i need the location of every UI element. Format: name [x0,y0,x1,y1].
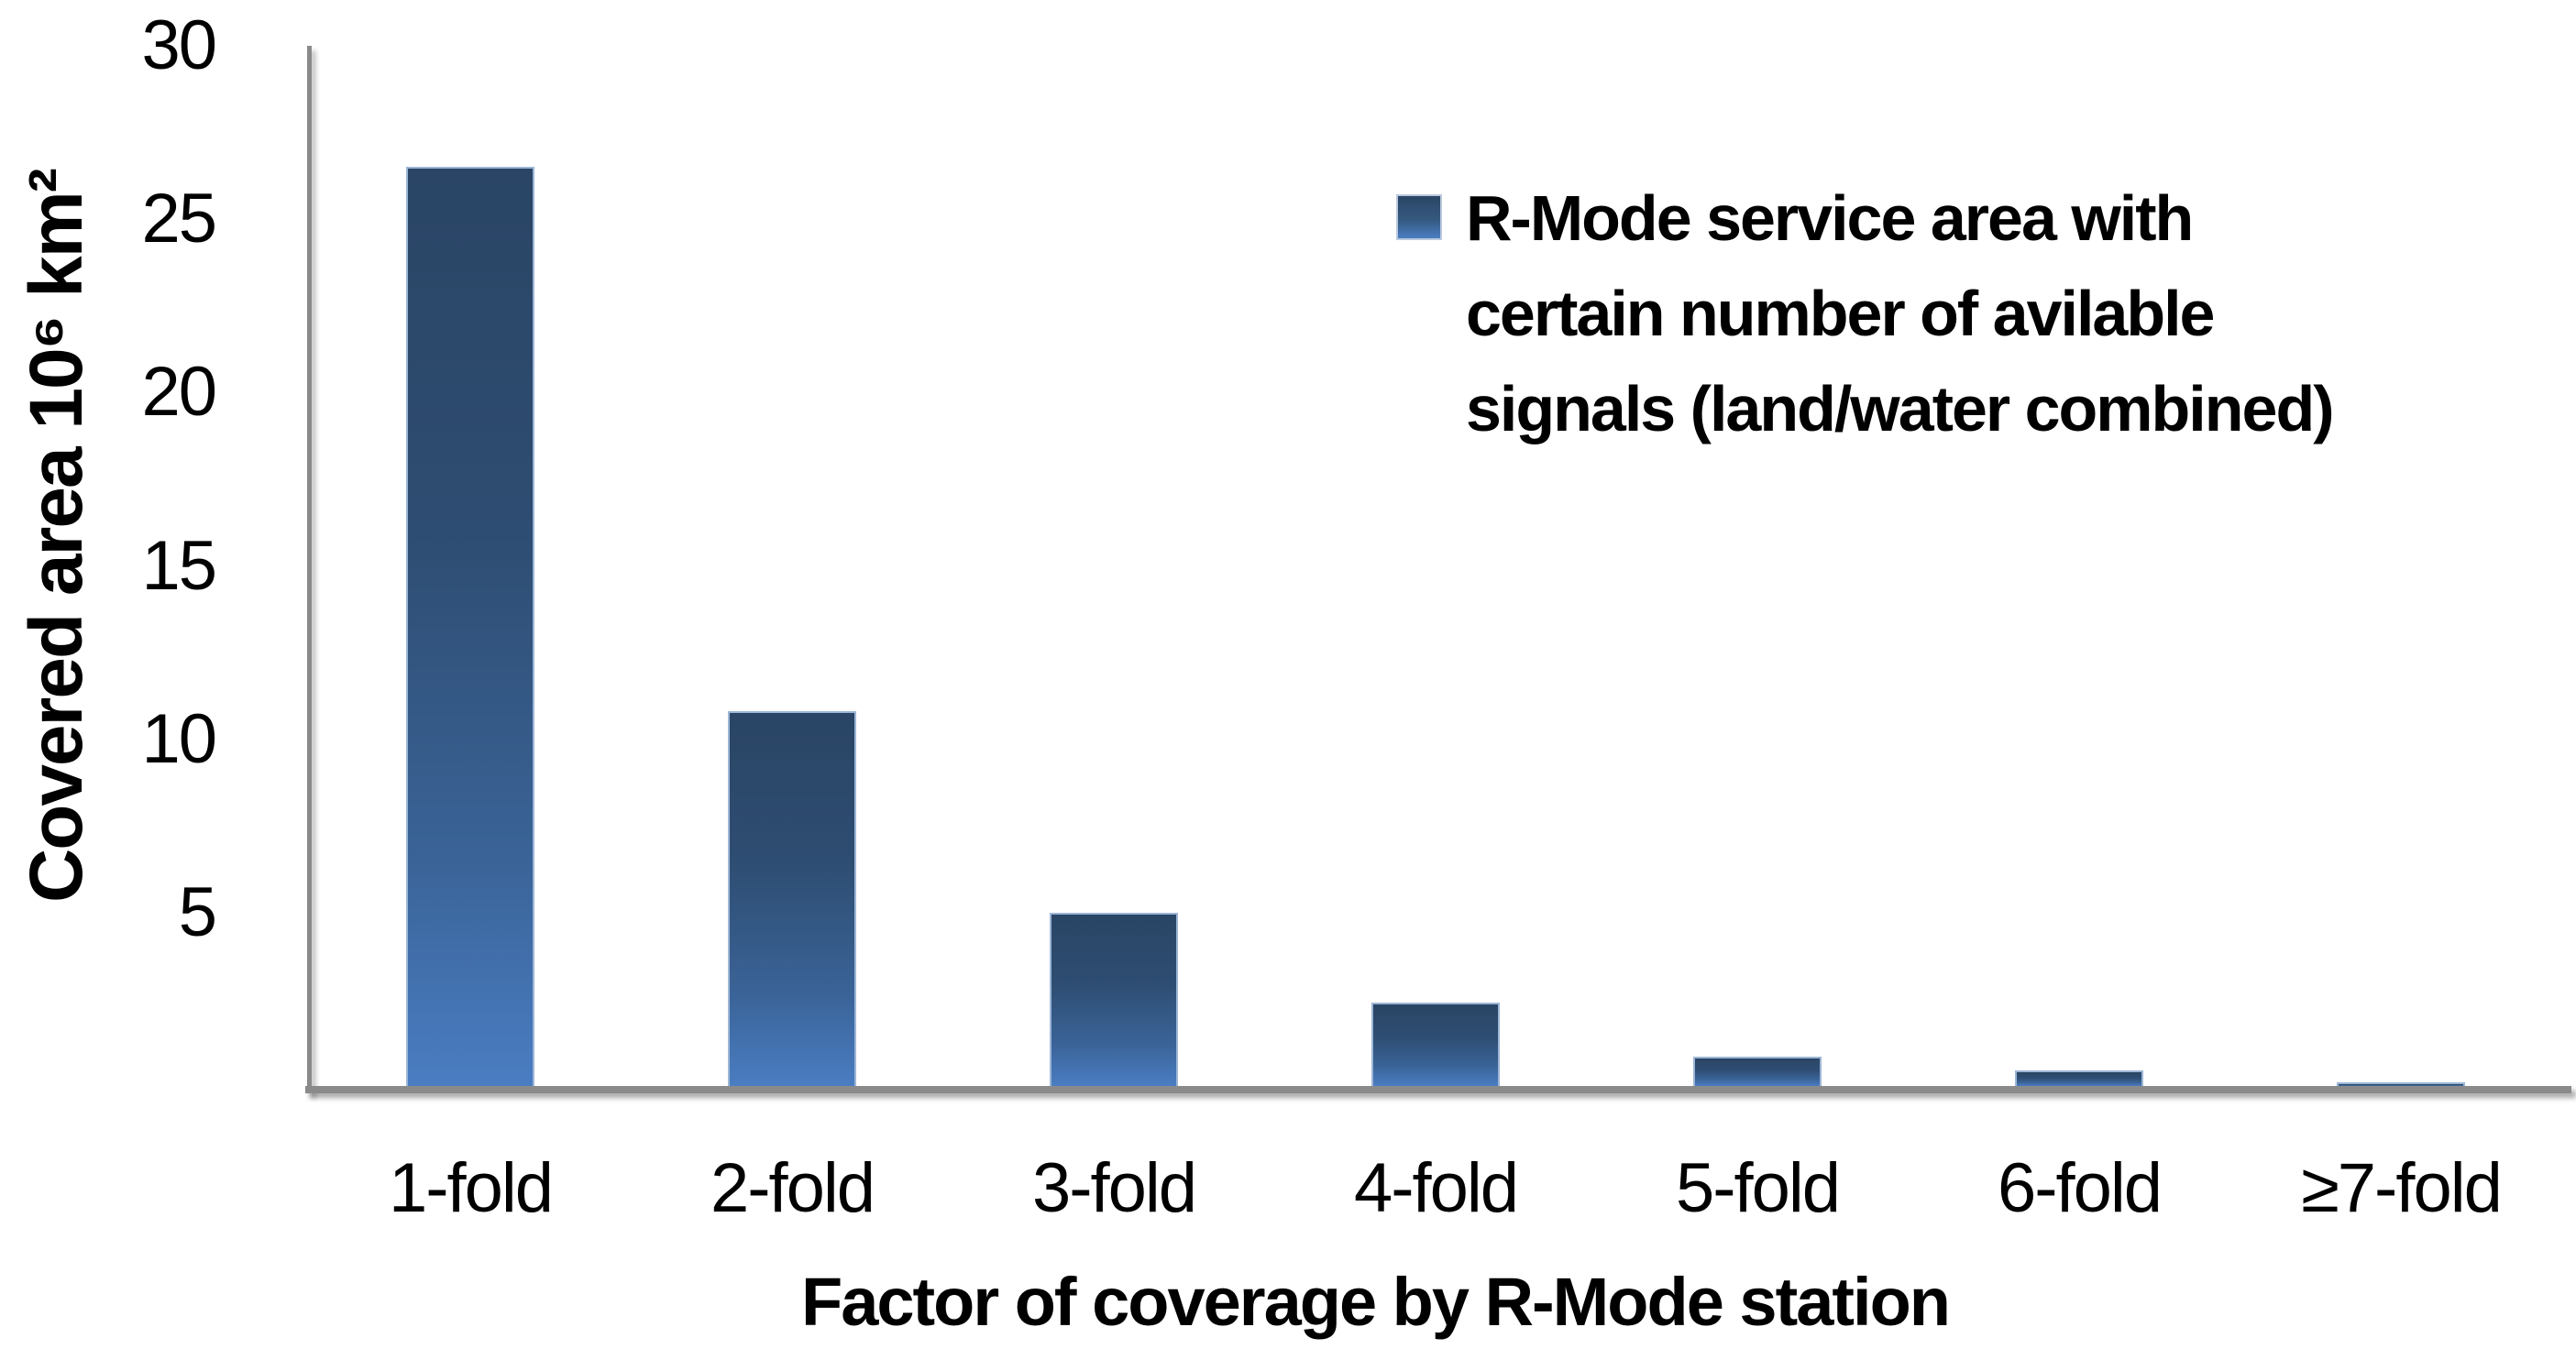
bar-6 [2015,1069,2143,1086]
bar-2 [728,711,856,1086]
y-tick-label: 10 [141,699,217,778]
y-tick-label: 5 [178,872,217,951]
legend: R-Mode service area with certain number … [1396,170,2335,456]
bar-1 [406,167,534,1086]
bar-4 [1371,1003,1500,1086]
bar-7 [2337,1082,2465,1086]
legend-label: R-Mode service area with certain number … [1466,170,2335,456]
x-axis-line [305,1086,2571,1093]
plot-area [307,46,2567,1086]
legend-line-3: signals (land/water combined) [1466,373,2335,444]
bar-3 [1050,912,1178,1086]
legend-swatch [1396,194,1442,240]
x-tick-label: 4-fold [1353,1149,1519,1227]
legend-line-1: R-Mode service area with [1466,182,2194,254]
y-tick-label: 15 [141,526,217,605]
x-tick-label: 6-fold [1997,1149,2163,1227]
x-tick-label: 2-fold [710,1149,875,1227]
x-tick-label: 5-fold [1675,1149,1841,1227]
bar-5 [1693,1056,1822,1086]
x-tick-label: 3-fold [1031,1149,1197,1227]
x-tick-label: ≥7-fold [2301,1149,2503,1227]
y-axis-line [307,46,312,1093]
y-tick-label: 20 [141,353,217,432]
y-tick-label: 30 [141,6,217,84]
x-tick-label: 1-fold [388,1149,554,1227]
x-axis-title: Factor of coverage by R-Mode station [801,1264,1951,1340]
legend-line-2: certain number of avilable [1466,278,2215,349]
y-tick-label: 25 [141,180,217,258]
